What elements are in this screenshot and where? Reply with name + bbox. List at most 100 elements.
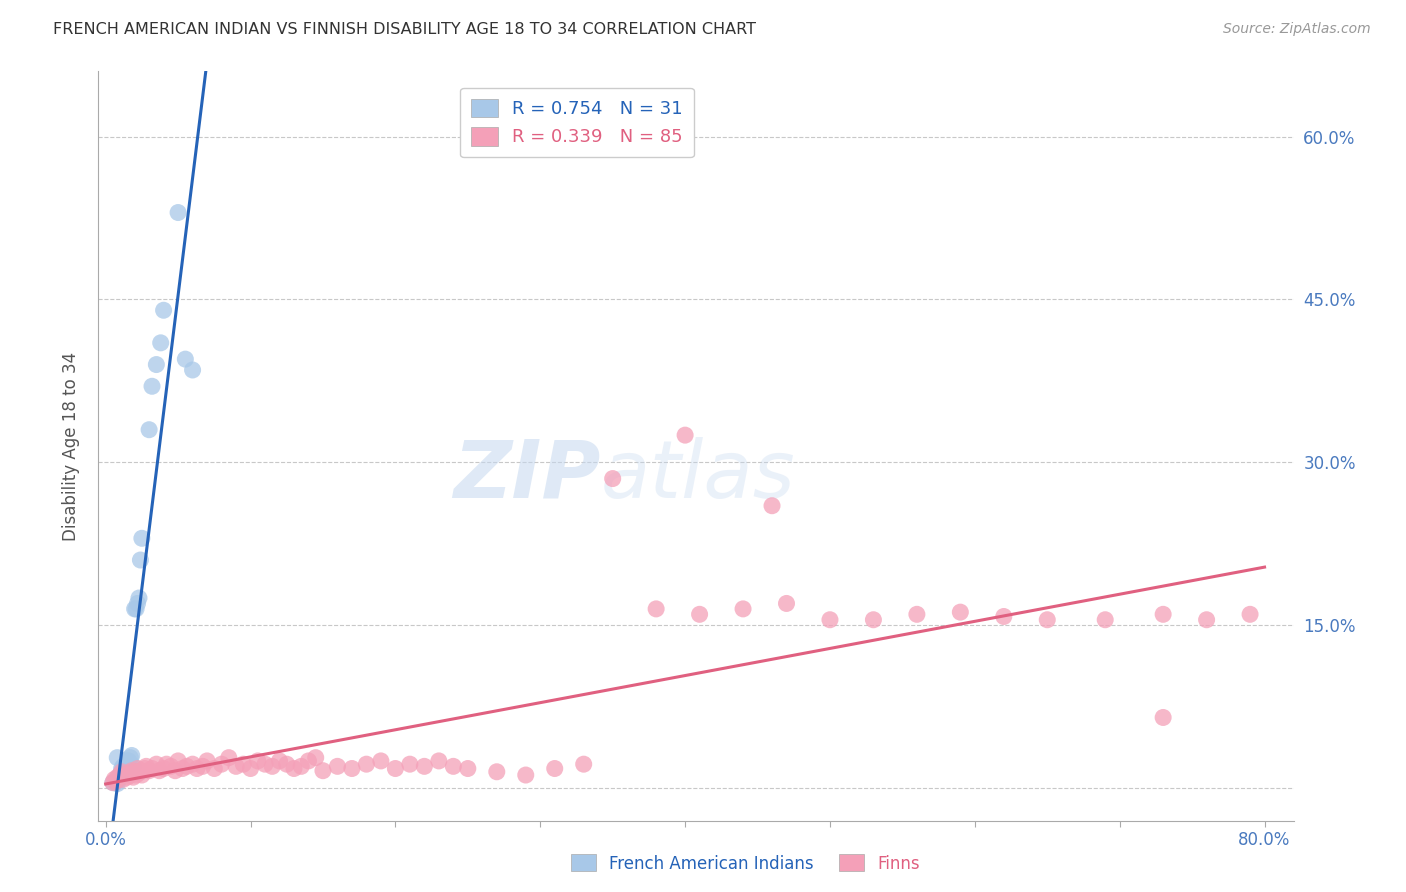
Point [297,754,319,768]
Point [110,764,132,779]
Point [129,764,152,778]
Point [145,757,167,772]
Point [191,759,214,773]
Point [160,759,183,773]
Point [103,772,125,787]
Point [232,757,254,772]
Point [114,759,136,773]
Point [290,759,312,773]
Point [1152,710,1174,724]
Point [457,762,479,776]
Point [544,762,567,776]
Point [105,770,128,784]
Y-axis label: Disability Age 18 to 34: Disability Age 18 to 34 [62,351,80,541]
Point [399,757,422,772]
Point [145,358,167,372]
Point [370,754,392,768]
Point [949,605,972,619]
Point [485,764,508,779]
Point [818,613,841,627]
Point [108,768,131,782]
Point [127,597,149,611]
Point [862,613,884,627]
Point [283,762,305,776]
Point [155,757,177,772]
Point [118,765,141,780]
Point [118,754,141,768]
Point [129,553,152,567]
Point [135,759,157,773]
Point [112,759,135,773]
Point [120,750,142,764]
Point [114,768,136,782]
Point [174,352,197,367]
Legend: French American Indians, Finns: French American Indians, Finns [564,847,927,880]
Point [225,759,247,773]
Point [165,764,187,778]
Point [124,764,146,779]
Point [104,774,127,789]
Point [121,748,143,763]
Point [128,765,150,780]
Point [305,750,328,764]
Point [122,759,145,773]
Text: ZIP: ZIP [453,437,600,515]
Point [427,754,450,768]
Point [172,762,194,776]
Point [107,772,129,787]
Point [152,762,174,776]
Point [689,607,711,622]
Point [202,762,225,776]
Point [107,772,129,786]
Point [131,768,153,782]
Point [117,770,139,784]
Point [239,762,262,776]
Point [211,757,233,772]
Point [384,762,406,776]
Point [148,764,170,778]
Point [167,754,190,768]
Point [1094,613,1116,627]
Point [1195,613,1218,627]
Point [515,768,537,782]
Point [104,775,127,789]
Point [1239,607,1261,622]
Point [101,775,124,789]
Point [246,754,269,768]
Point [441,759,464,773]
Point [253,757,276,772]
Point [131,531,153,545]
Point [775,597,797,611]
Point [181,757,204,772]
Point [413,759,436,773]
Text: FRENCH AMERICAN INDIAN VS FINNISH DISABILITY AGE 18 TO 34 CORRELATION CHART: FRENCH AMERICAN INDIAN VS FINNISH DISABI… [53,22,756,37]
Point [340,762,363,776]
Point [141,379,163,393]
Point [356,757,378,772]
Point [276,757,298,772]
Point [167,205,190,219]
Point [115,757,138,772]
Text: Source: ZipAtlas.com: Source: ZipAtlas.com [1223,22,1371,37]
Point [645,602,668,616]
Point [1152,607,1174,622]
Point [117,754,139,768]
Point [124,602,146,616]
Point [993,609,1015,624]
Point [108,770,131,784]
Point [761,499,783,513]
Point [152,303,174,318]
Point [138,764,160,778]
Point [125,768,148,782]
Point [269,754,291,768]
Point [326,759,349,773]
Point [1036,613,1059,627]
Point [125,602,148,616]
Point [141,762,163,776]
Point [572,757,595,772]
Point [218,750,240,764]
Point [138,423,160,437]
Point [105,777,128,791]
Point [673,428,696,442]
Point [101,775,124,789]
